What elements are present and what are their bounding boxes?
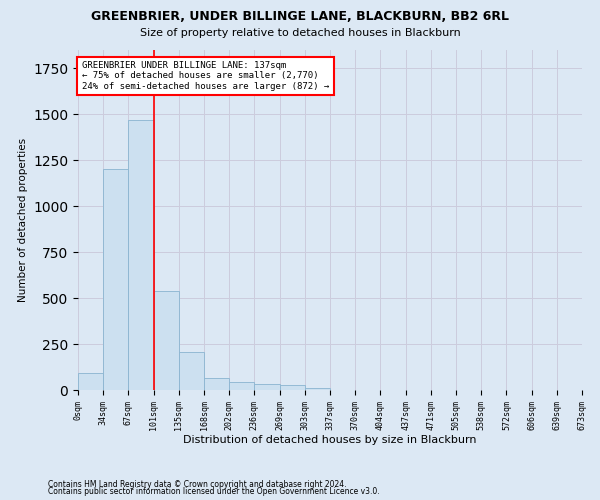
Bar [154,291,179,390]
Bar [305,388,330,390]
Text: Contains public sector information licensed under the Open Government Licence v3: Contains public sector information licen… [48,487,380,496]
Bar [204,378,229,390]
Bar [78,374,103,390]
Bar [229,382,254,390]
Text: GREENBRIER UNDER BILLINGE LANE: 137sqm
← 75% of detached houses are smaller (2,7: GREENBRIER UNDER BILLINGE LANE: 137sqm ←… [82,61,329,91]
Bar [280,386,305,390]
Y-axis label: Number of detached properties: Number of detached properties [17,138,28,302]
Bar [128,120,154,390]
Bar [254,384,280,390]
X-axis label: Distribution of detached houses by size in Blackburn: Distribution of detached houses by size … [183,436,477,446]
Text: Contains HM Land Registry data © Crown copyright and database right 2024.: Contains HM Land Registry data © Crown c… [48,480,347,489]
Bar [179,352,204,390]
Text: GREENBRIER, UNDER BILLINGE LANE, BLACKBURN, BB2 6RL: GREENBRIER, UNDER BILLINGE LANE, BLACKBU… [91,10,509,23]
Text: Size of property relative to detached houses in Blackburn: Size of property relative to detached ho… [140,28,460,38]
Bar [103,170,128,390]
